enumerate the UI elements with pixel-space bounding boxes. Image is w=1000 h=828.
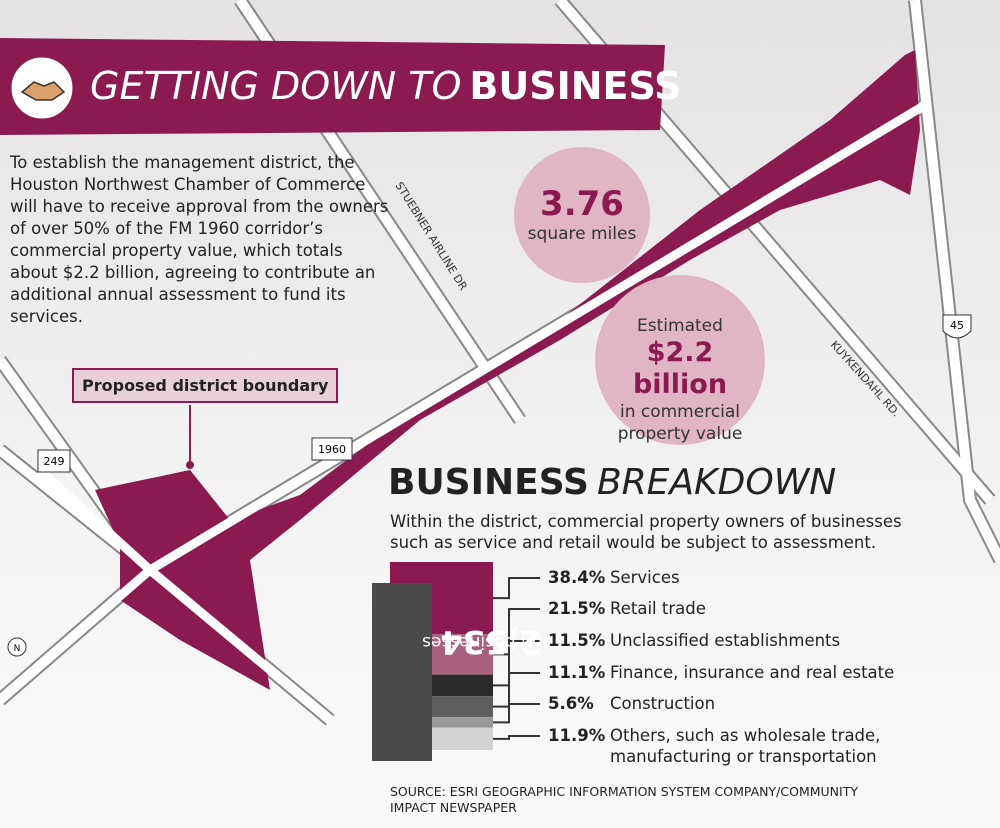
stat: Estimated $2.2 billion in commercial pro… — [605, 315, 755, 445]
stat-circle — [595, 275, 765, 445]
shields: 249 1960 45 N — [7, 314, 972, 657]
leader-line — [493, 703, 540, 724]
source: SOURCE: ESRI GEOGRAPHIC INFORMATION SYST… — [390, 784, 858, 815]
handshake — [20, 81, 66, 101]
leader-line — [493, 577, 540, 600]
title-light: BREAKDOWN — [596, 462, 837, 503]
header-title: GETTING DOWN TO BUSINESS — [90, 64, 682, 108]
segment-label: 11.1% Finance, insurance and real estate — [548, 662, 988, 683]
stat-value: 3.76 — [540, 184, 624, 224]
segment-label: 11.5% Unclassified establishments — [548, 630, 988, 651]
segment-label: 11.9% Others, such as wholesale trade, ma… — [548, 725, 988, 767]
segment-name: Services — [610, 568, 680, 587]
segment-name: Retail trade — [610, 599, 706, 618]
stat-value: $2.2 billion — [632, 337, 728, 400]
bar-segment — [390, 717, 493, 728]
shield — [311, 437, 353, 461]
segment-value: 38.4% — [548, 568, 606, 587]
shield-label: 249 — [44, 455, 65, 468]
leader-line — [493, 672, 540, 708]
segment-value: 11.9% — [548, 726, 606, 745]
shield-label: 45 — [950, 319, 964, 332]
segment-value: 5.6% — [548, 694, 594, 713]
title-bold: BUSINESS — [388, 462, 589, 503]
title-bold: BUSINESS — [469, 64, 682, 108]
road-over — [0, 101, 928, 724]
header-band — [0, 38, 665, 135]
leader-line — [493, 735, 540, 740]
title-light: GETTING DOWN TO — [90, 64, 462, 108]
segment-name: Finance, insurance and real estate — [610, 663, 895, 682]
segment-value: 21.5% — [548, 599, 606, 618]
segment-value: 11.5% — [548, 631, 606, 650]
leader-line — [493, 608, 540, 656]
stat: 3.76 square miles — [514, 185, 650, 245]
compass — [7, 637, 27, 657]
segment-label: 38.4% Services — [548, 567, 988, 588]
boundary-dot — [186, 461, 194, 469]
segment-value: 11.1% — [548, 663, 606, 682]
segment-name: Construction — [610, 694, 716, 713]
leader-line — [493, 640, 540, 687]
total-label: total businesses — [422, 632, 560, 652]
stat-label: in commercial property value — [617, 402, 743, 444]
segment-label: 21.5% Retail trade — [548, 598, 988, 619]
district-boundary — [95, 50, 920, 690]
stat-label: square miles — [527, 224, 637, 244]
segment-name: Unclassified establishments — [610, 631, 841, 650]
shield — [942, 314, 972, 339]
shield — [37, 449, 71, 473]
shield-label: 1960 — [318, 443, 346, 456]
stat-prefix: Estimated — [637, 316, 723, 336]
segment-label: 5.6% Construction — [548, 693, 988, 714]
compass-label: N — [14, 644, 21, 654]
boundary-label: Proposed district boundary — [72, 368, 339, 403]
stat-circle — [514, 147, 650, 283]
total-box: 2,534 total businesses — [372, 583, 560, 761]
breakdown-subtitle: Within the district, commercial property… — [390, 512, 902, 552]
intro: To establish the management district, th… — [10, 153, 389, 326]
breakdown-title: BUSINESS BREAKDOWN — [388, 462, 836, 503]
segment-name: Others, such as wholesale trade, manufac… — [610, 726, 881, 766]
